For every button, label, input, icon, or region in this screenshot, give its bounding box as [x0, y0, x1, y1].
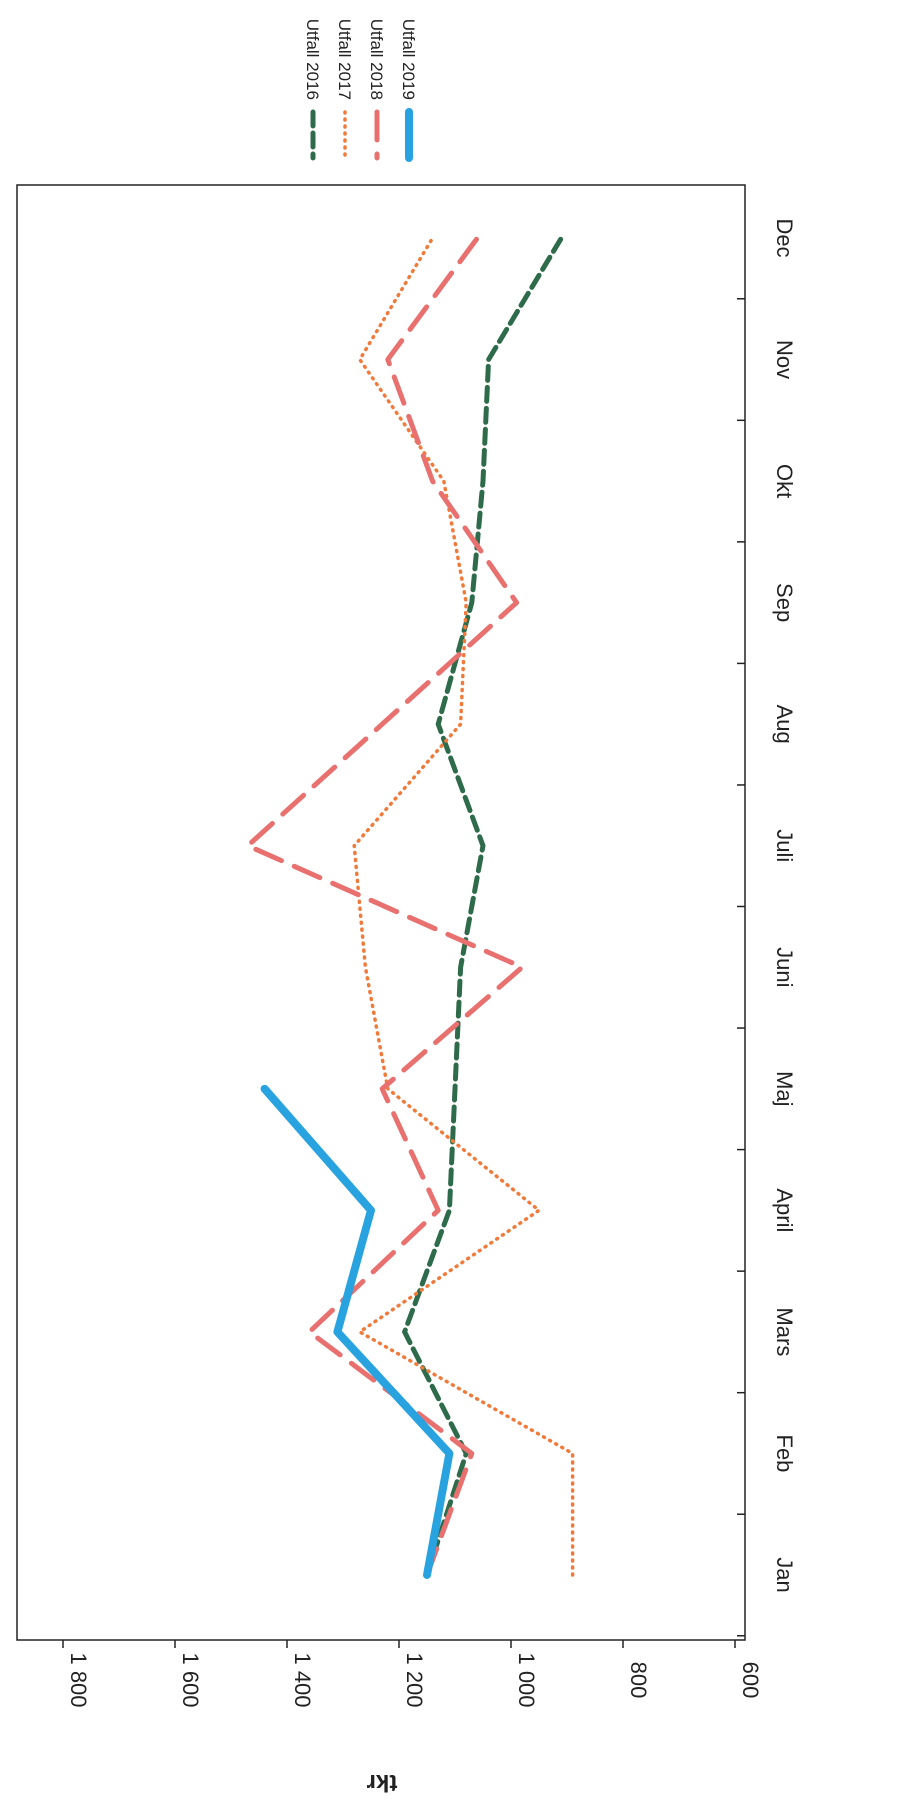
- x-tick-label-dec: Dec: [772, 218, 797, 257]
- x-tick-label-maj: Maj: [772, 1071, 797, 1106]
- x-tick-label-mars: Mars: [772, 1307, 797, 1356]
- x-tick-label-jan: Jan: [772, 1557, 797, 1592]
- y-tick-label: 800: [626, 1662, 651, 1699]
- legend-label: Utfall 2019: [399, 19, 418, 100]
- x-tick-label-nov: Nov: [772, 340, 797, 379]
- y-tick-label: 1 200: [402, 1652, 427, 1707]
- x-tick-label-feb: Feb: [772, 1434, 797, 1472]
- y-tick-label: 1 000: [514, 1652, 539, 1707]
- x-tick-label-april: April: [772, 1188, 797, 1232]
- y-axis-label: tkr: [367, 1769, 398, 1796]
- legend-label: Utfall 2016: [303, 19, 322, 100]
- x-tick-label-aug: Aug: [772, 705, 797, 744]
- series-line-4: [260, 1084, 454, 1579]
- y-tick-label: 600: [738, 1662, 763, 1699]
- x-tick-label-juli: Juli: [772, 829, 797, 862]
- y-tick-label: 1 800: [66, 1652, 91, 1707]
- x-tick-label-juni: Juni: [772, 947, 797, 987]
- x-tick-label-okt: Okt: [772, 464, 797, 498]
- y-tick-label: 1 600: [178, 1652, 203, 1707]
- legend-label: Utfall 2017: [335, 19, 354, 100]
- series-line-3: [245, 235, 525, 1578]
- x-tick-label-sep: Sep: [772, 583, 797, 622]
- y-tick-label: 1 400: [290, 1652, 315, 1707]
- legend-label: Utfall 2018: [367, 19, 386, 100]
- series-line-1: [402, 235, 564, 1578]
- plot-area: [16, 184, 746, 1641]
